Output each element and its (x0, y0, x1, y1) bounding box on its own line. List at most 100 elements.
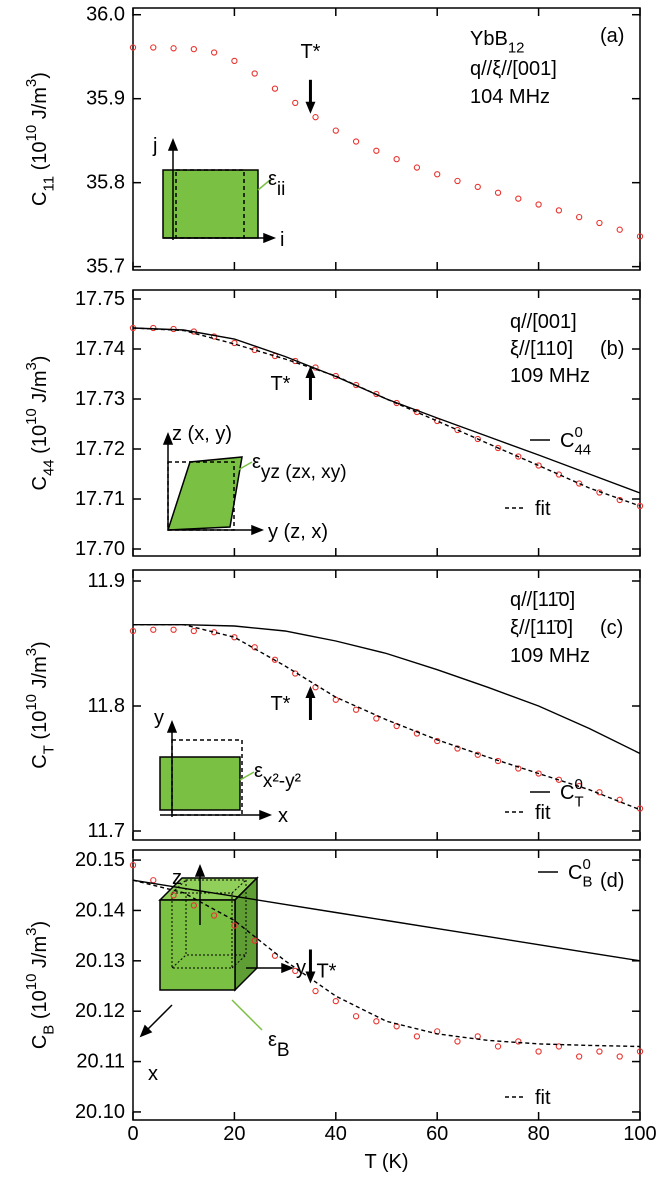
legend-label: C0 T (560, 776, 584, 811)
legend-label: C0 44 (560, 424, 591, 459)
text-run: 3 (23, 362, 40, 370)
text-run: J/m (29, 371, 51, 409)
text-run: C (560, 782, 574, 804)
data-point (494, 444, 502, 452)
text-run: 11 (41, 176, 58, 192)
text-run: 10 (23, 408, 40, 425)
inset-label: εB (268, 1029, 290, 1061)
data-point (454, 1038, 461, 1045)
text-run: 109 MHz (510, 645, 590, 667)
annotation: q//ξ//[001] (470, 58, 557, 80)
y-tick-label: 17.71 (75, 488, 125, 510)
data-point (312, 114, 319, 121)
text-run: (10 (29, 990, 51, 1024)
text-run: y (154, 707, 164, 729)
data-point (129, 861, 137, 869)
data-point (271, 85, 279, 92)
fit-line (133, 624, 641, 811)
arrow-head (251, 524, 265, 536)
data-point (150, 44, 157, 51)
data-point (555, 1043, 563, 1050)
inset-label: z (x, y) (172, 423, 232, 445)
text-run: x²-y² (263, 771, 301, 792)
data-point (454, 177, 461, 185)
arrow-head (305, 366, 316, 378)
y-tick-label: 17.75 (75, 288, 125, 310)
text-run: y (z, x) (268, 521, 328, 543)
inset-label: εx²-y² (254, 760, 301, 792)
fit-line (132, 327, 641, 507)
x-tick-label: 100 (623, 1123, 656, 1145)
text-run: 10 (23, 694, 40, 711)
strain-shape (162, 169, 259, 239)
arrow-head (194, 863, 206, 877)
text-run: C (29, 476, 51, 490)
data-point (373, 1018, 380, 1025)
data-point (494, 1043, 502, 1050)
data-point (332, 127, 339, 134)
panel-tag: (b) (600, 338, 624, 360)
arrow-head (166, 719, 178, 733)
arrow-head (139, 1024, 153, 1038)
model-line (132, 879, 641, 962)
text-run: y (296, 957, 306, 979)
text-run: 109 MHz (510, 365, 590, 387)
inset-label: j (152, 135, 157, 157)
x-tick-label: 40 (325, 1123, 347, 1145)
data-point (474, 435, 481, 443)
data-point (271, 656, 279, 663)
y-axis-label: C11 (1010 J/m3) (23, 72, 58, 206)
panel-tag: (c) (600, 617, 623, 639)
y-tick-label: 20.15 (75, 849, 125, 871)
data-point (636, 502, 644, 510)
text-run: ) (29, 72, 51, 79)
annotation: 109 MHz (510, 365, 590, 387)
arrow-label: T* (300, 41, 320, 63)
arrow-head (259, 809, 273, 821)
arrow-head (162, 431, 174, 445)
y-axis-label: CT (1010 J/m3) (23, 641, 58, 768)
text-run: (10 (29, 711, 51, 745)
text-run: ξ//[11̄0] (510, 617, 573, 639)
text-run: q//[001] (510, 311, 577, 333)
text-run: J/m (29, 936, 51, 974)
arrow-head (263, 232, 277, 244)
text-run: YbB (470, 28, 508, 50)
arrow-label: T* (270, 693, 290, 715)
data-point (616, 1053, 623, 1060)
data-point (434, 171, 441, 178)
annotation: q//[11̄0] (510, 589, 575, 611)
data-point (515, 765, 522, 772)
text-run: j (152, 135, 157, 157)
data-point (596, 219, 603, 227)
arrow-label: T* (270, 373, 290, 395)
y-tick-label: 20.12 (75, 1000, 125, 1022)
text-run: ε (254, 760, 263, 782)
data-point (616, 796, 623, 803)
text-run: q//ξ//[001] (470, 58, 557, 80)
data-point (292, 967, 299, 975)
legend-label: fit (535, 498, 551, 520)
inset-label: y (154, 707, 164, 729)
y-tick-label: 11.8 (88, 695, 125, 717)
data-point (170, 626, 177, 633)
arrow-head (305, 686, 316, 698)
y-tick-label: 17.74 (75, 338, 125, 360)
data-point (332, 696, 339, 703)
data-point (210, 912, 218, 919)
inset-label: x (148, 1063, 158, 1085)
inset-label: i (280, 229, 284, 251)
text-run: ii (277, 179, 285, 200)
text-run: 12 (508, 40, 525, 57)
data-point (190, 627, 197, 635)
data-point (352, 1013, 360, 1020)
model-line (133, 624, 641, 755)
data-point (636, 233, 644, 240)
text-run: B (582, 874, 592, 891)
data-point (454, 745, 461, 752)
text-run: i (280, 229, 284, 251)
data-point (231, 57, 238, 65)
data-point (129, 627, 137, 635)
data-point (576, 1053, 583, 1060)
